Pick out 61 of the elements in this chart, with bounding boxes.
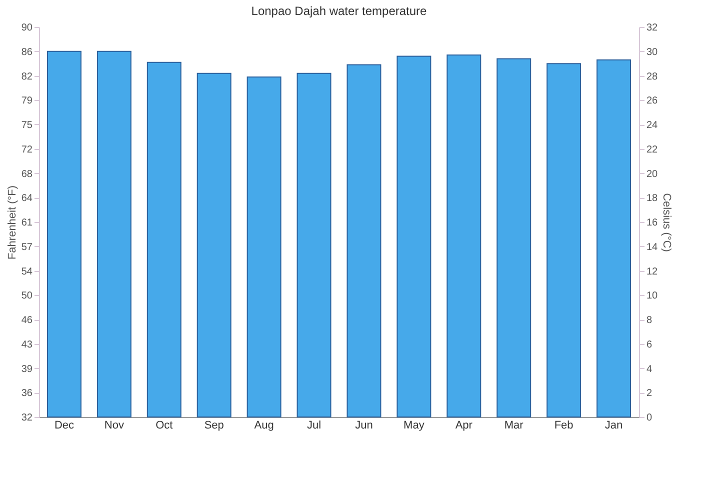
bar: [346, 64, 382, 418]
y-tick-label: 82: [21, 71, 33, 82]
y-tick-label: 61: [21, 218, 33, 228]
bar: [496, 58, 532, 418]
x-tick-label: Apr: [455, 420, 473, 432]
bar: [446, 54, 482, 418]
y2-tick-label: 2: [646, 388, 652, 400]
y2-tick-label: 24: [646, 120, 658, 131]
chart-title: Lonpao Dajah water temperature: [251, 4, 428, 18]
y-axis-title: Fahrenheit (°F): [6, 185, 18, 260]
x-tick-label: Nov: [104, 420, 124, 432]
bar: [296, 72, 332, 418]
y2-tick-label: 0: [646, 412, 652, 424]
x-tick-label: Oct: [156, 420, 173, 432]
y-tick-label: 32: [21, 412, 33, 424]
y-tick-label: 72: [21, 144, 33, 156]
y2-tick-label: 14: [646, 242, 658, 253]
y-tick-label: 46: [21, 315, 33, 326]
y2-tick-label: 26: [646, 96, 658, 107]
y-tick-label: 50: [21, 290, 33, 302]
y2-tick-label: 32: [646, 22, 658, 34]
y-tick-label: 64: [21, 193, 33, 204]
y-tick-label: 57: [21, 242, 33, 253]
bar: [46, 50, 82, 418]
x-tick-label: May: [404, 420, 425, 432]
x-tick-label: Aug: [254, 420, 274, 432]
y2-tick-label: 30: [646, 46, 658, 58]
x-tick-label: Sep: [204, 420, 224, 432]
x-tick-label: Dec: [54, 420, 75, 432]
bar: [146, 62, 182, 418]
bar: [396, 56, 432, 418]
bar: [546, 63, 582, 418]
y2-tick-label: 10: [646, 290, 658, 302]
y2-tick-label: 6: [646, 339, 652, 350]
bar: [96, 50, 132, 418]
bar: [246, 76, 282, 418]
y-tick-label: 79: [21, 96, 33, 107]
x-tick-label: Jan: [604, 420, 623, 432]
y2-tick-label: 8: [646, 315, 652, 326]
y-tick-label: 36: [21, 388, 33, 400]
y2-tick-label: 12: [646, 266, 658, 278]
bar: [196, 72, 232, 418]
y-tick-label: 68: [21, 168, 33, 180]
y-tick-label: 75: [21, 120, 33, 131]
y2-tick-label: 16: [646, 218, 658, 228]
y2-tick-label: 28: [646, 71, 658, 82]
y2-tick-label: 22: [646, 144, 658, 156]
y-tick-label: 39: [21, 364, 33, 375]
y-tick-label: 86: [21, 46, 33, 58]
y-tick-label: 90: [21, 22, 33, 34]
x-tick-label: Jul: [306, 420, 322, 432]
y2-tick-label: 20: [646, 168, 658, 180]
x-tick-label: Feb: [554, 420, 574, 432]
x-tick-label: Jun: [355, 420, 373, 432]
y2-tick-label: 18: [646, 193, 658, 204]
y-tick-label: 54: [21, 266, 33, 278]
y-tick-label: 43: [21, 339, 33, 350]
y2-tick-label: 4: [646, 364, 652, 375]
bar: [596, 59, 632, 418]
x-tick-label: Mar: [504, 420, 524, 432]
y2-axis-title: Celsius (°C): [660, 193, 673, 252]
